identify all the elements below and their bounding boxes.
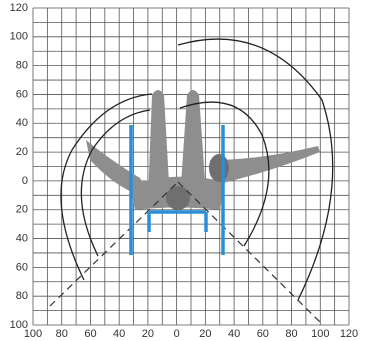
y-label: 20 [16, 204, 28, 216]
x-label: 80 [56, 328, 68, 340]
left-forearm [148, 90, 170, 200]
y-label: 100 [10, 319, 28, 331]
figure [86, 90, 320, 210]
inner-right-curve [179, 101, 270, 247]
x-label: 20 [199, 328, 211, 340]
y-label: 80 [16, 290, 28, 302]
work-area [129, 125, 225, 255]
x-label: 60 [84, 328, 96, 340]
x-label: 40 [113, 328, 125, 340]
x-label: 100 [24, 328, 42, 340]
y-label: 100 [10, 31, 28, 43]
right-forearm [180, 90, 206, 200]
right-diagonal [177, 181, 321, 323]
x-label: 0 [174, 328, 180, 340]
y-label: 40 [16, 232, 28, 244]
left-arm [86, 140, 150, 198]
hand [209, 154, 229, 182]
y-label: 60 [16, 88, 28, 100]
x-label: 20 [142, 328, 154, 340]
outer-left-curve [60, 93, 153, 281]
x-label: 60 [257, 328, 269, 340]
y-label: 80 [16, 60, 28, 72]
reach-curves [49, 38, 334, 323]
y-label: 20 [16, 146, 28, 158]
outer-right-curve [177, 38, 334, 301]
head [166, 186, 190, 210]
right-arm [210, 146, 320, 185]
left-diagonal [49, 181, 179, 307]
x-label: 80 [285, 328, 297, 340]
x-label: 120 [340, 328, 358, 340]
y-label: 0 [22, 175, 28, 187]
y-label: 60 [16, 261, 28, 273]
y-label: 40 [16, 117, 28, 129]
y-label: 120 [10, 2, 28, 14]
inner-left-curve [80, 109, 151, 257]
x-label: 40 [228, 328, 240, 340]
x-label: 100 [311, 328, 329, 340]
